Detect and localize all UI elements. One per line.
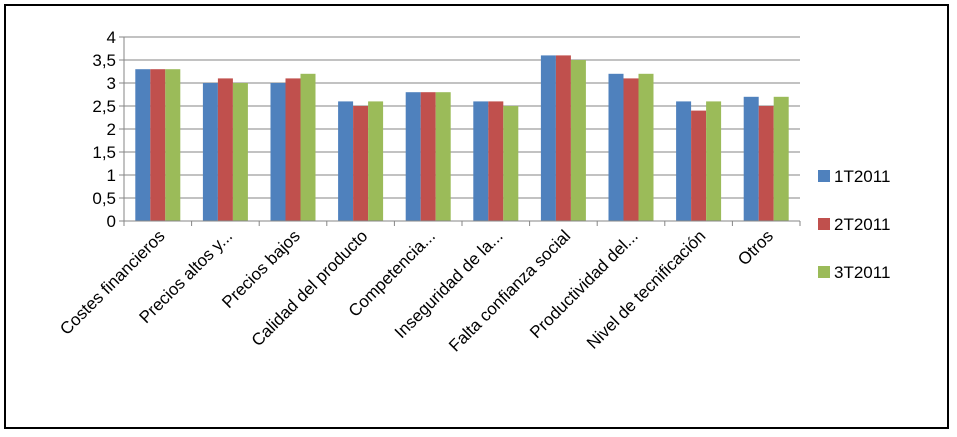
bar-1T2011 <box>270 83 286 221</box>
legend-label: 3T2011 <box>834 263 890 282</box>
bar-3T2011 <box>503 106 519 221</box>
bar-2T2011 <box>420 92 436 221</box>
y-tick-label: 0,5 <box>92 189 116 208</box>
legend-label: 2T2011 <box>834 215 890 234</box>
bar-2T2011 <box>150 69 166 221</box>
legend-swatch-2T2011 <box>818 218 830 230</box>
bar-2T2011 <box>691 110 707 221</box>
x-category-label: Calidad del producto <box>248 226 372 350</box>
bar-3T2011 <box>570 60 586 221</box>
x-category-label: Otros <box>734 226 777 269</box>
bar-2T2011 <box>555 55 571 222</box>
bar-3T2011 <box>435 92 451 221</box>
y-tick-label: 2 <box>107 120 116 139</box>
y-tick-label: 3,5 <box>92 51 116 70</box>
y-tick-label: 2,5 <box>92 97 116 116</box>
bar-3T2011 <box>300 73 316 221</box>
bar-2T2011 <box>353 106 369 221</box>
legend-label: 1T2011 <box>834 167 890 186</box>
y-tick-label: 1,5 <box>92 143 116 162</box>
bar-3T2011 <box>773 96 789 221</box>
bar-1T2011 <box>202 83 218 221</box>
bar-3T2011 <box>638 73 654 221</box>
y-tick-label: 4 <box>107 28 116 47</box>
legend: 1T2011 2T2011 3T2011 <box>818 167 890 282</box>
bar-1T2011 <box>608 73 624 221</box>
bar-3T2011 <box>706 101 722 221</box>
legend-swatch-3T2011 <box>818 266 830 278</box>
y-axis: 0 0,5 1 1,5 2 2,5 3 3,5 4 <box>92 28 125 231</box>
legend-swatch-1T2011 <box>818 170 830 182</box>
x-category-label: Nivel de tecnificación <box>583 226 709 352</box>
bar-1T2011 <box>135 69 151 221</box>
bar-1T2011 <box>405 92 421 221</box>
y-tick-label: 1 <box>107 166 116 185</box>
bar-2T2011 <box>488 101 504 221</box>
bar-2T2011 <box>217 78 233 222</box>
y-tick-label: 0 <box>107 212 116 231</box>
bar-2T2011 <box>623 78 639 222</box>
bar-3T2011 <box>232 83 248 221</box>
bar-3T2011 <box>368 101 384 221</box>
bar-2T2011 <box>758 106 774 221</box>
bar-1T2011 <box>338 101 354 221</box>
bar-1T2011 <box>473 101 489 221</box>
bar-3T2011 <box>165 69 181 221</box>
x-category-label: Falta confianza social <box>445 226 574 355</box>
bars <box>135 55 789 222</box>
bar-2T2011 <box>285 78 301 222</box>
y-tick-label: 3 <box>107 74 116 93</box>
bar-1T2011 <box>540 55 556 222</box>
bar-1T2011 <box>676 101 692 221</box>
bar-1T2011 <box>743 96 759 221</box>
